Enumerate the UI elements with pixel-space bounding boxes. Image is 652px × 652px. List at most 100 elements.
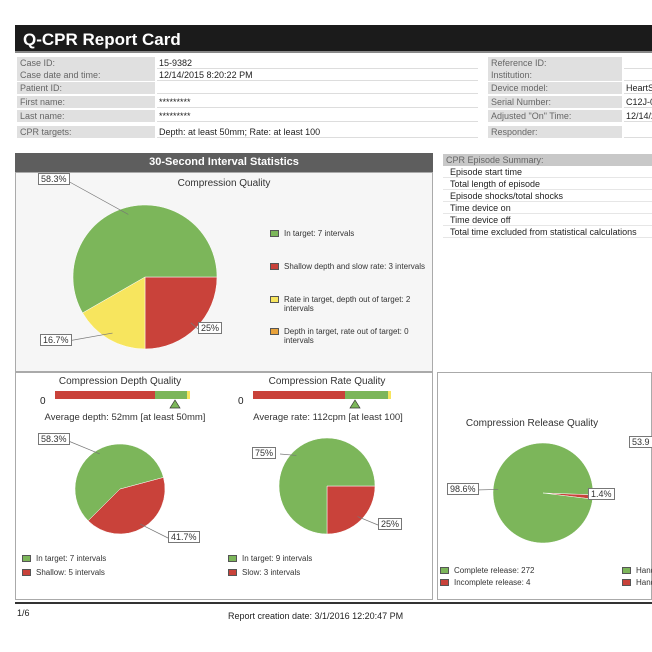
- legend-label: Shallow depth and slow rate: 3 intervals: [284, 262, 425, 271]
- label-leader: [65, 439, 100, 455]
- report-title: Q-CPR Report Card: [23, 30, 181, 49]
- summary-row: Total time excluded from statistical cal…: [443, 226, 652, 238]
- footer-divider: [15, 602, 652, 604]
- pie-slice: [144, 276, 218, 350]
- info-label: Patient ID:: [17, 82, 155, 94]
- chart-title: Compression Quality: [177, 178, 271, 189]
- legend-label: In target: 9 intervals: [242, 554, 313, 563]
- depth-bar-segment: [155, 391, 187, 399]
- pie-label: 1.4%: [588, 488, 615, 500]
- legend-label: Rate in target, depth out of target: 2 i…: [284, 295, 411, 313]
- pie-slice: [82, 276, 146, 350]
- legend-swatch: [270, 296, 279, 303]
- info-value: [624, 57, 652, 69]
- summary-header: CPR Episode Summary:: [443, 154, 652, 166]
- pie-label: 58.3%: [38, 433, 70, 445]
- depth-average-marker-icon: [169, 399, 181, 409]
- info-value: C12J-0: [624, 97, 652, 108]
- legend-item: Complete release: 272: [440, 566, 610, 575]
- pie-slice: [278, 437, 376, 535]
- rate-average-marker-icon: [349, 399, 361, 409]
- label-leader: [357, 516, 379, 526]
- legend-swatch: [270, 328, 279, 335]
- info-label: Case ID:: [17, 57, 155, 69]
- average-depth: Average depth: 52mm [at least 50mm]: [44, 412, 206, 423]
- depth-rate-panel: [15, 372, 433, 600]
- info-value: [157, 82, 478, 94]
- legend-label: In target: 7 intervals: [36, 554, 107, 563]
- rate-bar-segment: [345, 391, 388, 399]
- pie-label: 25%: [198, 322, 223, 334]
- summary-row: Total length of episode: [443, 178, 652, 190]
- partial-pie-label: 53.9: [629, 436, 652, 448]
- label-leader: [65, 179, 129, 215]
- info-value: 15-9382: [157, 57, 478, 69]
- rate-bar-zero: 0: [238, 396, 244, 407]
- chart-title: Compression Depth Quality: [58, 376, 182, 387]
- page-number: 1/6: [17, 608, 30, 618]
- info-value: *********: [157, 96, 478, 108]
- title-bar: Q-CPR Report Card: [15, 25, 652, 53]
- legend-label: In target: 7 intervals: [284, 229, 355, 238]
- info-label: First name:: [17, 96, 155, 108]
- info-label: Adjusted "On" Time:: [488, 110, 622, 122]
- pie-slice: [74, 443, 164, 522]
- summary-row: Time device on: [443, 202, 652, 214]
- info-value: [624, 126, 652, 138]
- legend-swatch: [270, 263, 279, 270]
- pie-label: 16.7%: [40, 334, 72, 346]
- legend-item: In target: 9 intervals: [228, 554, 378, 563]
- depth-bar-segment: [187, 391, 190, 399]
- legend-label: Shallow: 5 intervals: [36, 568, 105, 577]
- label-leader: [474, 489, 499, 491]
- info-label: CPR targets:: [17, 126, 155, 138]
- legend-swatch: [270, 230, 279, 237]
- info-value: 12/14/2015 8:20:22 PM: [157, 69, 478, 81]
- legend-item: Rate in target, depth out of target: 2 i…: [270, 295, 420, 313]
- legend-swatch: [440, 579, 449, 586]
- info-value: Depth: at least 50mm; Rate: at least 100: [157, 126, 478, 138]
- legend-swatch: [22, 555, 31, 562]
- legend-swatch: [228, 569, 237, 576]
- info-label: Responder:: [488, 126, 622, 138]
- label-leader: [190, 322, 199, 330]
- info-label: Case date and time:: [17, 69, 155, 81]
- chart-title: Compression Release Quality: [465, 418, 599, 429]
- info-label: Device model:: [488, 82, 622, 94]
- legend-item: In target: 7 intervals: [22, 554, 172, 563]
- pie-slice: [326, 485, 376, 535]
- pie-slice: [87, 477, 166, 535]
- info-value: 12/14/2: [624, 111, 652, 122]
- label-leader: [279, 453, 297, 456]
- rate-bar-segment: [388, 391, 391, 399]
- pie-label: 41.7%: [168, 531, 200, 543]
- legend-item: Hand: [622, 566, 652, 575]
- legend-item: Incomplete release: 4: [440, 578, 610, 587]
- legend-item: Hand: [622, 578, 652, 587]
- label-leader: [67, 332, 113, 342]
- section-header: 30-Second Interval Statistics: [15, 153, 433, 172]
- depth-bar-segment: [55, 391, 155, 399]
- pie-label: 58.3%: [38, 173, 70, 185]
- legend-label: Complete release: 272: [454, 566, 535, 575]
- legend-swatch: [228, 555, 237, 562]
- info-label: Reference ID:: [488, 57, 622, 69]
- legend-label: Depth in target, rate out of target: 0 i…: [284, 327, 409, 345]
- pie-label: 98.6%: [447, 483, 479, 495]
- info-value: *********: [157, 110, 478, 122]
- legend-swatch: [22, 569, 31, 576]
- chart-title: Compression Rate Quality: [268, 376, 386, 387]
- summary-row: Episode shocks/total shocks: [443, 190, 652, 202]
- legend-label: Slow: 3 intervals: [242, 568, 301, 577]
- summary-row: Time device off: [443, 214, 652, 226]
- info-value: [624, 69, 652, 81]
- info-value: HeartS: [624, 83, 652, 94]
- depth-bar-zero: 0: [40, 396, 46, 407]
- label-leader: [140, 523, 169, 539]
- info-label: Institution:: [488, 69, 622, 81]
- legend-item: In target: 7 intervals: [270, 229, 400, 238]
- average-rate: Average rate: 112cpm [at least 100]: [253, 412, 403, 423]
- report-creation-date: Report creation date: 3/1/2016 12:20:47 …: [228, 611, 404, 621]
- rate-bar-segment: [253, 391, 345, 399]
- legend-swatch: [440, 567, 449, 574]
